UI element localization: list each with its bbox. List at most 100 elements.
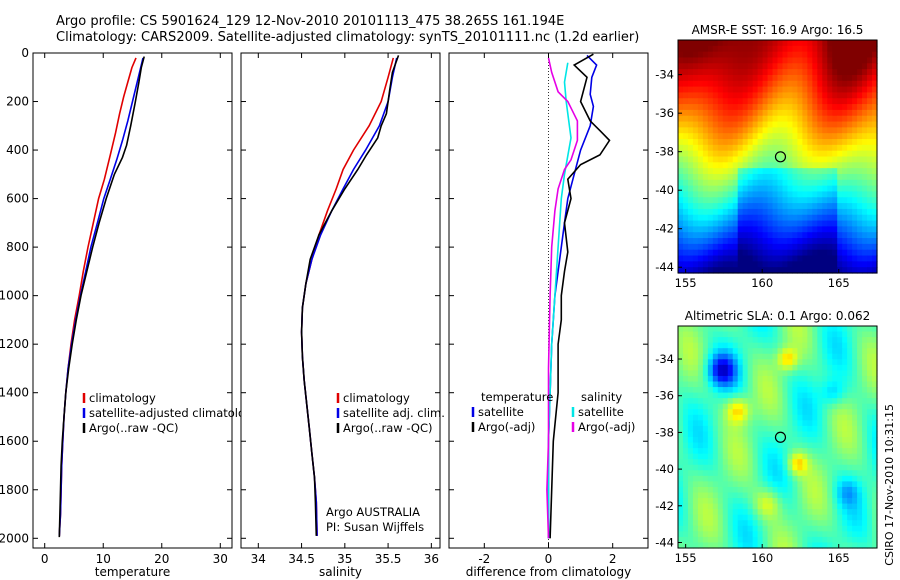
sla-map-cell [867,375,873,383]
sla-map-cell [697,364,704,371]
sst-map-cell [757,168,764,175]
sla-map-cell [812,442,818,449]
sla-map-cell [842,525,848,532]
sst-map-cell [817,179,823,187]
sst-map-cell [727,197,734,204]
sla-map-cell [757,514,764,521]
sla-map-cell [817,420,823,427]
sla-map-cell [827,398,833,405]
sst-map-cell [737,156,744,163]
sst-map-cell [697,45,704,53]
sla-map-cell [722,342,729,349]
sst-map-cell [797,162,803,169]
sla-map-cell [802,331,808,338]
sla-map-cell [862,525,868,532]
sst-map-cell [757,208,764,216]
sla-map-cell [752,453,759,460]
sla-map-cell [727,425,734,433]
sst-map-cell [767,150,774,158]
sla-map-cell [832,353,838,360]
sla-map-cell [817,425,823,433]
sst-map-cell [702,197,709,204]
sst-map-cell [682,162,689,169]
sst-map-cell [822,139,828,146]
sla-map-cell [767,525,774,532]
sst-map-cell [792,127,798,134]
sst-map-cell [847,261,853,268]
sst-map-cell [802,208,808,216]
sla-map-cell [702,481,709,488]
sst-map-cell [767,226,774,233]
sst-map-cell [842,168,848,175]
sst-map-cell [767,144,774,152]
sst-map-cell [797,267,803,274]
sla-map-cell [872,531,878,538]
sst-map-cell [727,249,734,257]
sst-map-cell [822,156,828,163]
sla-map-cell [697,425,704,433]
sla-map-cell [812,381,818,388]
sst-map-cell [767,69,774,76]
sla-map-cell [762,359,769,366]
sla-map-cell [757,536,764,544]
sst-map-cell [792,243,798,251]
sst-map-cell [817,51,823,59]
sst-map-cell [692,185,699,193]
sst-map-cell [867,173,873,181]
sla-map-cell [767,414,774,421]
sst-map-cell [702,232,709,239]
sla-map-cell [682,353,689,360]
sst-map-cell [712,127,719,134]
sst-map-cell [872,133,878,140]
sst-map-cell [867,162,873,169]
sst-map-cell [752,232,759,239]
sst-map-cell [872,185,878,193]
sst-map-cell [717,121,724,128]
sla-map-cell [707,342,714,349]
sst-map-cell [802,127,808,134]
sst-map-cell [817,92,823,99]
sst-map-cell [722,267,729,274]
sla-map-cell [797,375,803,383]
sst-map-cell [712,249,719,257]
sla-map-cell [857,370,863,377]
sla-map-cell [792,442,798,449]
sst-map-cell [678,243,684,251]
sst-map-cell [872,150,878,158]
sst-map-cell [767,51,774,59]
sla-map-cell [712,425,719,433]
sst-map-cell [817,261,823,268]
sst-map-cell [822,179,828,187]
sla-map-cell [817,342,823,349]
sst-map-cell [817,57,823,64]
sst-map-cell [687,238,694,245]
sst-map-cell [837,238,843,245]
sst-map-cell [782,139,789,146]
sst-map-cell [837,121,843,128]
sla-map-cell [837,470,843,477]
sst-map-cell [807,203,813,210]
sla-map-cell [867,425,873,433]
sla-map-cell [737,364,744,371]
sla-map-cell [867,359,873,366]
sla-map-cell [837,486,843,494]
sst-map-cell [782,63,789,70]
sla-map-cell [847,536,853,544]
sla-map-cell [812,542,818,549]
sst-map-cell [827,173,833,181]
sst-map-cell [687,185,694,193]
sla-map-cell [792,531,798,538]
sst-map-cell [807,208,813,216]
sla-map-cell [817,375,823,383]
sst-map-cell [717,150,724,158]
sla-map-cell [737,359,744,366]
sst-map-cell [792,173,798,181]
sst-map-cell [842,86,848,94]
sst-map-cell [732,74,739,82]
sst-map-cell [702,179,709,187]
sst-map-cell [787,40,794,47]
sst-map-cell [802,86,808,94]
sla-map-cell [807,459,813,466]
sst-map-cell [777,191,784,198]
sla-map-cell [727,359,734,366]
